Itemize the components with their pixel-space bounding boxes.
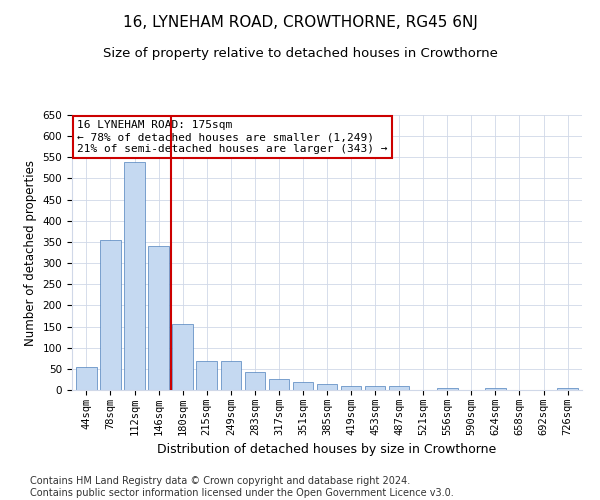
Bar	[557, 388, 578, 390]
Bar	[365, 386, 385, 390]
Bar	[148, 246, 169, 390]
Text: 16 LYNEHAM ROAD: 175sqm
← 78% of detached houses are smaller (1,249)
21% of semi: 16 LYNEHAM ROAD: 175sqm ← 78% of detache…	[77, 120, 388, 154]
Bar	[172, 324, 193, 390]
Bar	[196, 361, 217, 390]
Bar	[100, 240, 121, 390]
Bar	[437, 388, 458, 390]
Bar	[293, 382, 313, 390]
Text: Contains HM Land Registry data © Crown copyright and database right 2024.
Contai: Contains HM Land Registry data © Crown c…	[30, 476, 454, 498]
Bar	[269, 380, 289, 390]
Bar	[221, 361, 241, 390]
X-axis label: Distribution of detached houses by size in Crowthorne: Distribution of detached houses by size …	[157, 444, 497, 456]
Bar	[341, 386, 361, 390]
Bar	[389, 386, 409, 390]
Bar	[245, 372, 265, 390]
Bar	[76, 366, 97, 390]
Text: 16, LYNEHAM ROAD, CROWTHORNE, RG45 6NJ: 16, LYNEHAM ROAD, CROWTHORNE, RG45 6NJ	[122, 15, 478, 30]
Bar	[317, 384, 337, 390]
Bar	[124, 162, 145, 390]
Y-axis label: Number of detached properties: Number of detached properties	[24, 160, 37, 346]
Bar	[485, 388, 506, 390]
Text: Size of property relative to detached houses in Crowthorne: Size of property relative to detached ho…	[103, 48, 497, 60]
